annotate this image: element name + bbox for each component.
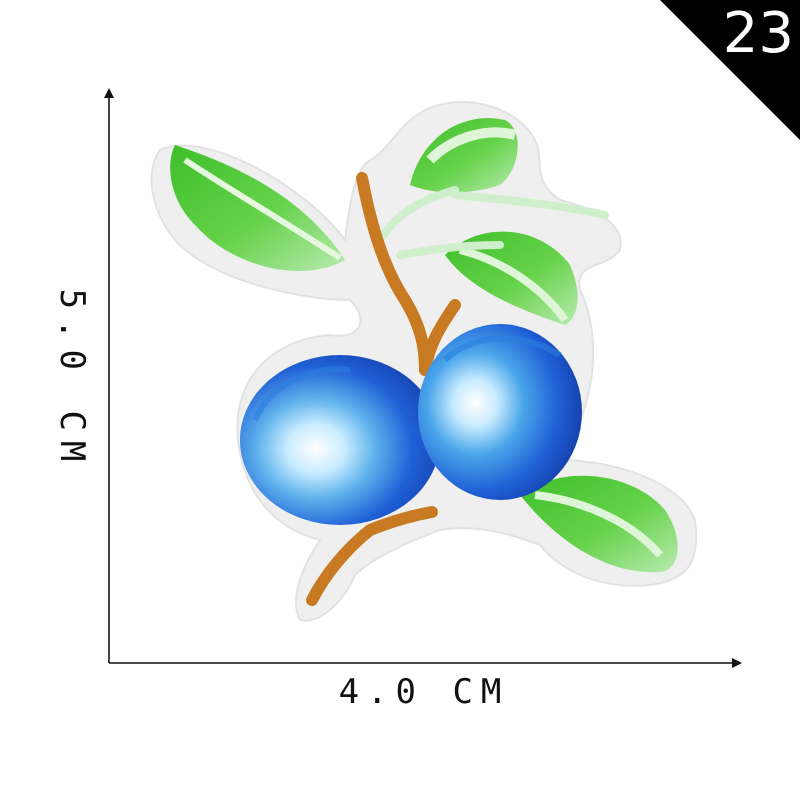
pale-stems [376,186,609,259]
leaf-top-left [170,145,345,272]
corner-badge: 23 [660,0,800,140]
arrow-icon [104,88,114,98]
horizontal-axis [109,658,742,668]
leaf-middle-right [445,231,578,325]
vertical-axis [104,88,114,663]
height-dimension-label: 5.0 CM [52,288,92,472]
branch [306,172,461,606]
plum-right [418,324,582,500]
leaf-top-right [410,118,518,193]
badge-number: 23 [722,1,794,66]
width-dimension-label: 4.0 CM [338,672,510,712]
arrow-icon [732,658,742,668]
badge-triangle [660,0,800,140]
leaf-bottom-right [520,475,678,573]
plum-left [240,355,440,525]
